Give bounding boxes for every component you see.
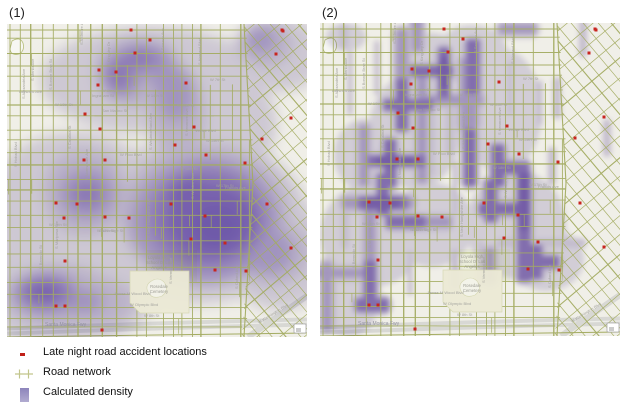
svg-text:S Catalina St: S Catalina St (67, 125, 72, 149)
svg-text:W 14th St: W 14th St (146, 93, 164, 98)
svg-text:W 15th St: W 15th St (206, 138, 224, 143)
svg-text:W Olympic Blvd: W Olympic Blvd (443, 301, 471, 306)
svg-text:W 18th St: W 18th St (493, 165, 511, 170)
svg-text:S Hobart Blvd: S Hobart Blvd (326, 141, 331, 166)
svg-text:James M Wood Blvd: James M Wood Blvd (114, 291, 151, 296)
svg-text:S Ardmore Ave: S Ardmore Ave (392, 23, 397, 44)
svg-text:S Mariposa Ave: S Mariposa Ave (54, 220, 59, 249)
svg-text:Angeles: Angeles (464, 264, 479, 269)
svg-text:S Western Ave: S Western Ave (503, 171, 508, 198)
svg-text:S Normandie Ave: S Normandie Ave (84, 148, 89, 180)
svg-text:W 17th St: W 17th St (529, 182, 547, 187)
svg-text:S Vermont Ave: S Vermont Ave (168, 257, 173, 284)
svg-text:S Harvard Blvd: S Harvard Blvd (197, 38, 202, 65)
svg-text:School Of Los: School Of Los (146, 260, 172, 265)
svg-text:W 14th St: W 14th St (459, 92, 477, 97)
svg-text:W 16th St: W 16th St (362, 221, 380, 226)
svg-text:San Marino St: San Marino St (102, 108, 128, 113)
svg-text:W 10th St: W 10th St (55, 102, 73, 107)
svg-text:S Hobart Blvd: S Hobart Blvd (13, 142, 18, 167)
svg-text:S Serrano Ave: S Serrano Ave (473, 27, 478, 53)
svg-text:S Catalina St: S Catalina St (380, 124, 385, 148)
svg-text:S Alexandria Ave: S Alexandria Ave (334, 67, 339, 98)
svg-text:Francis Ave: Francis Ave (225, 185, 247, 190)
svg-text:S Menlo Ave: S Menlo Ave (343, 57, 348, 80)
svg-text:Francis Ave: Francis Ave (538, 184, 560, 189)
svg-text:S Kenmore Ave: S Kenmore Ave (184, 108, 189, 136)
svg-text:W 10th St: W 10th St (368, 101, 386, 106)
svg-text:S Normandie Ave: S Normandie Ave (397, 147, 402, 179)
svg-text:W 15th St: W 15th St (519, 137, 537, 142)
svg-text:W 7th St: W 7th St (210, 77, 226, 82)
svg-text:Loyola High: Loyola High (461, 254, 484, 259)
svg-text:W 12th St: W 12th St (97, 228, 115, 233)
svg-text:W 8th St: W 8th St (457, 312, 473, 317)
svg-text:S Kingsley Dr: S Kingsley Dr (419, 40, 424, 65)
svg-text:Cambridge St: Cambridge St (412, 227, 437, 232)
svg-text:Ingraham St: Ingraham St (92, 93, 115, 98)
svg-text:S Western Ave: S Western Ave (190, 172, 195, 199)
svg-text:S Westmoreland Ave: S Westmoreland Ave (148, 112, 153, 150)
svg-text:S Vermont Ave: S Vermont Ave (481, 256, 486, 283)
svg-text:S Berendo St: S Berendo St (38, 244, 43, 269)
svg-text:Rosedale: Rosedale (463, 283, 481, 288)
svg-text:S Serrano Ave: S Serrano Ave (160, 28, 165, 54)
svg-text:James M Wood Blvd: James M Wood Blvd (427, 290, 464, 295)
svg-text:S Menlo Ave: S Menlo Ave (30, 58, 35, 81)
svg-text:W Pico Blvd: W Pico Blvd (433, 151, 455, 156)
svg-text:W 18th St: W 18th St (180, 166, 198, 171)
svg-text:S New Hampshire Ave: S New Hampshire Ave (146, 197, 151, 238)
svg-text:Santa Monica Fwy: Santa Monica Fwy (45, 322, 87, 328)
svg-text:W 7th St: W 7th St (523, 76, 539, 81)
svg-text:W 11th St: W 11th St (177, 103, 195, 108)
svg-text:S Ardmore Ave: S Ardmore Ave (79, 24, 84, 45)
svg-text:S Harvard Blvd: S Harvard Blvd (510, 37, 515, 64)
svg-text:San Marino St: San Marino St (415, 107, 441, 112)
svg-text:W 12th St: W 12th St (410, 227, 428, 232)
svg-text:W 8th St: W 8th St (144, 313, 160, 318)
svg-text:S Kenmore Ave: S Kenmore Ave (497, 107, 502, 135)
svg-text:Venice Blvd: Venice Blvd (195, 128, 216, 133)
svg-text:Venice Blvd: Venice Blvd (508, 127, 529, 132)
svg-text:S Bonnie Brae St: S Bonnie Brae St (361, 57, 366, 89)
svg-text:S Westmoreland Ave: S Westmoreland Ave (461, 111, 466, 149)
svg-text:Leeward Ave: Leeward Ave (19, 89, 43, 94)
svg-text:Cemetery: Cemetery (463, 288, 482, 293)
svg-text:Loyola High: Loyola High (148, 255, 171, 260)
svg-text:W 9th St: W 9th St (102, 88, 118, 93)
svg-text:S Kingsley Dr: S Kingsley Dr (106, 41, 111, 66)
svg-text:W 11th St: W 11th St (490, 102, 508, 107)
svg-text:Cemetery: Cemetery (150, 289, 169, 294)
svg-text:S Bonnie Brae St: S Bonnie Brae St (48, 58, 53, 90)
svg-text:S Oxford Ave: S Oxford Ave (547, 264, 552, 288)
svg-text:School Of Los: School Of Los (459, 259, 485, 264)
svg-text:S Berendo St: S Berendo St (351, 243, 356, 268)
svg-text:S New Hampshire Ave: S New Hampshire Ave (459, 196, 464, 237)
svg-text:W 17th St: W 17th St (216, 183, 234, 188)
svg-text:S Alexandria Ave: S Alexandria Ave (21, 68, 26, 99)
svg-text:S Oxford Ave: S Oxford Ave (234, 265, 239, 289)
svg-text:Leeward Ave: Leeward Ave (332, 88, 356, 93)
svg-text:W Pico Blvd: W Pico Blvd (120, 152, 142, 157)
svg-text:Rosedale: Rosedale (150, 284, 168, 289)
svg-text:W Olympic Blvd: W Olympic Blvd (130, 302, 158, 307)
svg-text:S Mariposa Ave: S Mariposa Ave (367, 219, 372, 248)
svg-text:W 16th St: W 16th St (49, 222, 67, 227)
svg-text:Santa Monica Fwy: Santa Monica Fwy (358, 321, 400, 327)
svg-text:Angeles: Angeles (151, 265, 166, 270)
svg-text:W 9th St: W 9th St (415, 87, 431, 92)
svg-text:Ingraham St: Ingraham St (405, 92, 428, 97)
svg-text:Cambridge St: Cambridge St (99, 228, 124, 233)
